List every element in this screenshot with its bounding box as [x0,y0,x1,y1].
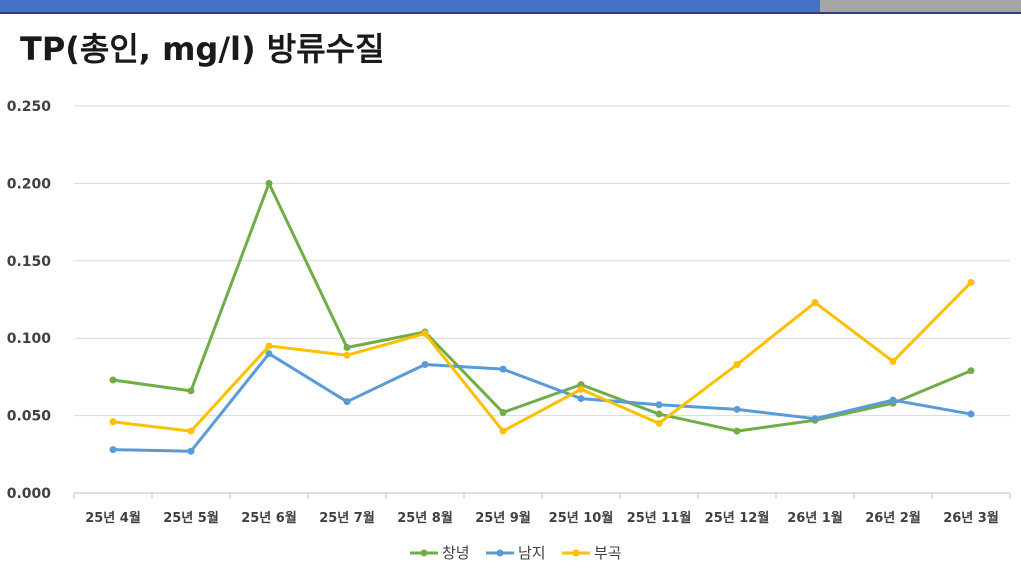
data-point [811,415,819,423]
legend-label: 부곡 [594,544,622,562]
legend-item: 부곡 [562,544,622,562]
data-point [265,179,273,187]
data-point [499,409,507,417]
header-bar-gray [820,0,1021,12]
data-point [421,361,429,369]
x-tick-label: 26년 1월 [787,510,843,526]
data-point [187,427,195,435]
data-point [655,401,663,409]
y-tick-label: 0.200 [7,176,52,192]
data-point [499,365,507,373]
y-axis-ticks: 0.000 0.050 0.100 0.150 0.200 0.250 [7,99,52,502]
page-title: TP(총인, mg/l) 방류수질 [20,30,385,68]
data-point [187,387,195,395]
y-tick-label: 0.250 [7,99,52,115]
x-tick-label: 25년 4월 [85,510,141,526]
x-tick-label: 26년 3월 [943,510,999,526]
legend-swatch-marker [420,549,428,557]
x-tick-label: 25년 6월 [241,510,297,526]
legend-label: 남지 [518,544,546,562]
data-point [889,396,897,404]
x-tick-label: 25년 5월 [163,510,219,526]
series-line [112,352,972,453]
data-point [577,385,585,393]
data-point [109,376,117,384]
legend-label: 창녕 [442,544,470,562]
x-tick-label: 25년 7월 [319,510,375,526]
series-line [112,281,973,433]
data-point [265,342,273,350]
legend-swatch-marker [572,549,580,557]
legend-item: 창녕 [410,544,470,562]
data-point [577,395,585,403]
x-tick-label: 25년 9월 [475,510,531,526]
data-point [733,361,741,369]
data-point [889,357,897,365]
data-point [109,418,117,426]
data-point [967,278,975,286]
chart-gridlines [74,105,1010,417]
series-3 [109,278,975,435]
x-tick-label: 25년 8월 [397,510,453,526]
data-point [499,427,507,435]
data-point [733,405,741,413]
data-point [655,419,663,427]
x-tick-label: 26년 2월 [865,510,921,526]
data-point [187,447,195,455]
chart-series [109,179,975,455]
data-point [811,299,819,307]
y-tick-label: 0.000 [7,486,52,502]
data-point [421,330,429,338]
data-point [109,446,117,454]
series-1 [109,179,975,435]
data-point [343,398,351,406]
x-tick-label: 25년 10월 [549,510,614,526]
x-axis: 25년 4월 25년 5월 25년 6월 25년 7월 25년 8월 25년 9월 25년 … [73,492,1011,526]
x-tick-label: 25년 11월 [627,510,692,526]
data-point [655,410,663,418]
data-point [967,367,975,375]
chart-legend: 창녕 남지 부곡 [410,544,622,562]
legend-item: 남지 [486,544,546,562]
header-bar-blue [0,0,820,12]
legend-swatch-marker [496,549,504,557]
series-2 [109,350,975,455]
y-tick-label: 0.150 [7,254,52,270]
series-line [112,181,972,433]
y-tick-label: 0.100 [7,331,52,347]
y-tick-label: 0.050 [7,409,52,425]
data-point [733,427,741,435]
header-rule [0,12,1021,14]
data-point [265,350,273,358]
data-point [343,343,351,351]
data-point [343,351,351,359]
data-point [967,410,975,418]
x-tick-label: 25년 12월 [705,510,770,526]
